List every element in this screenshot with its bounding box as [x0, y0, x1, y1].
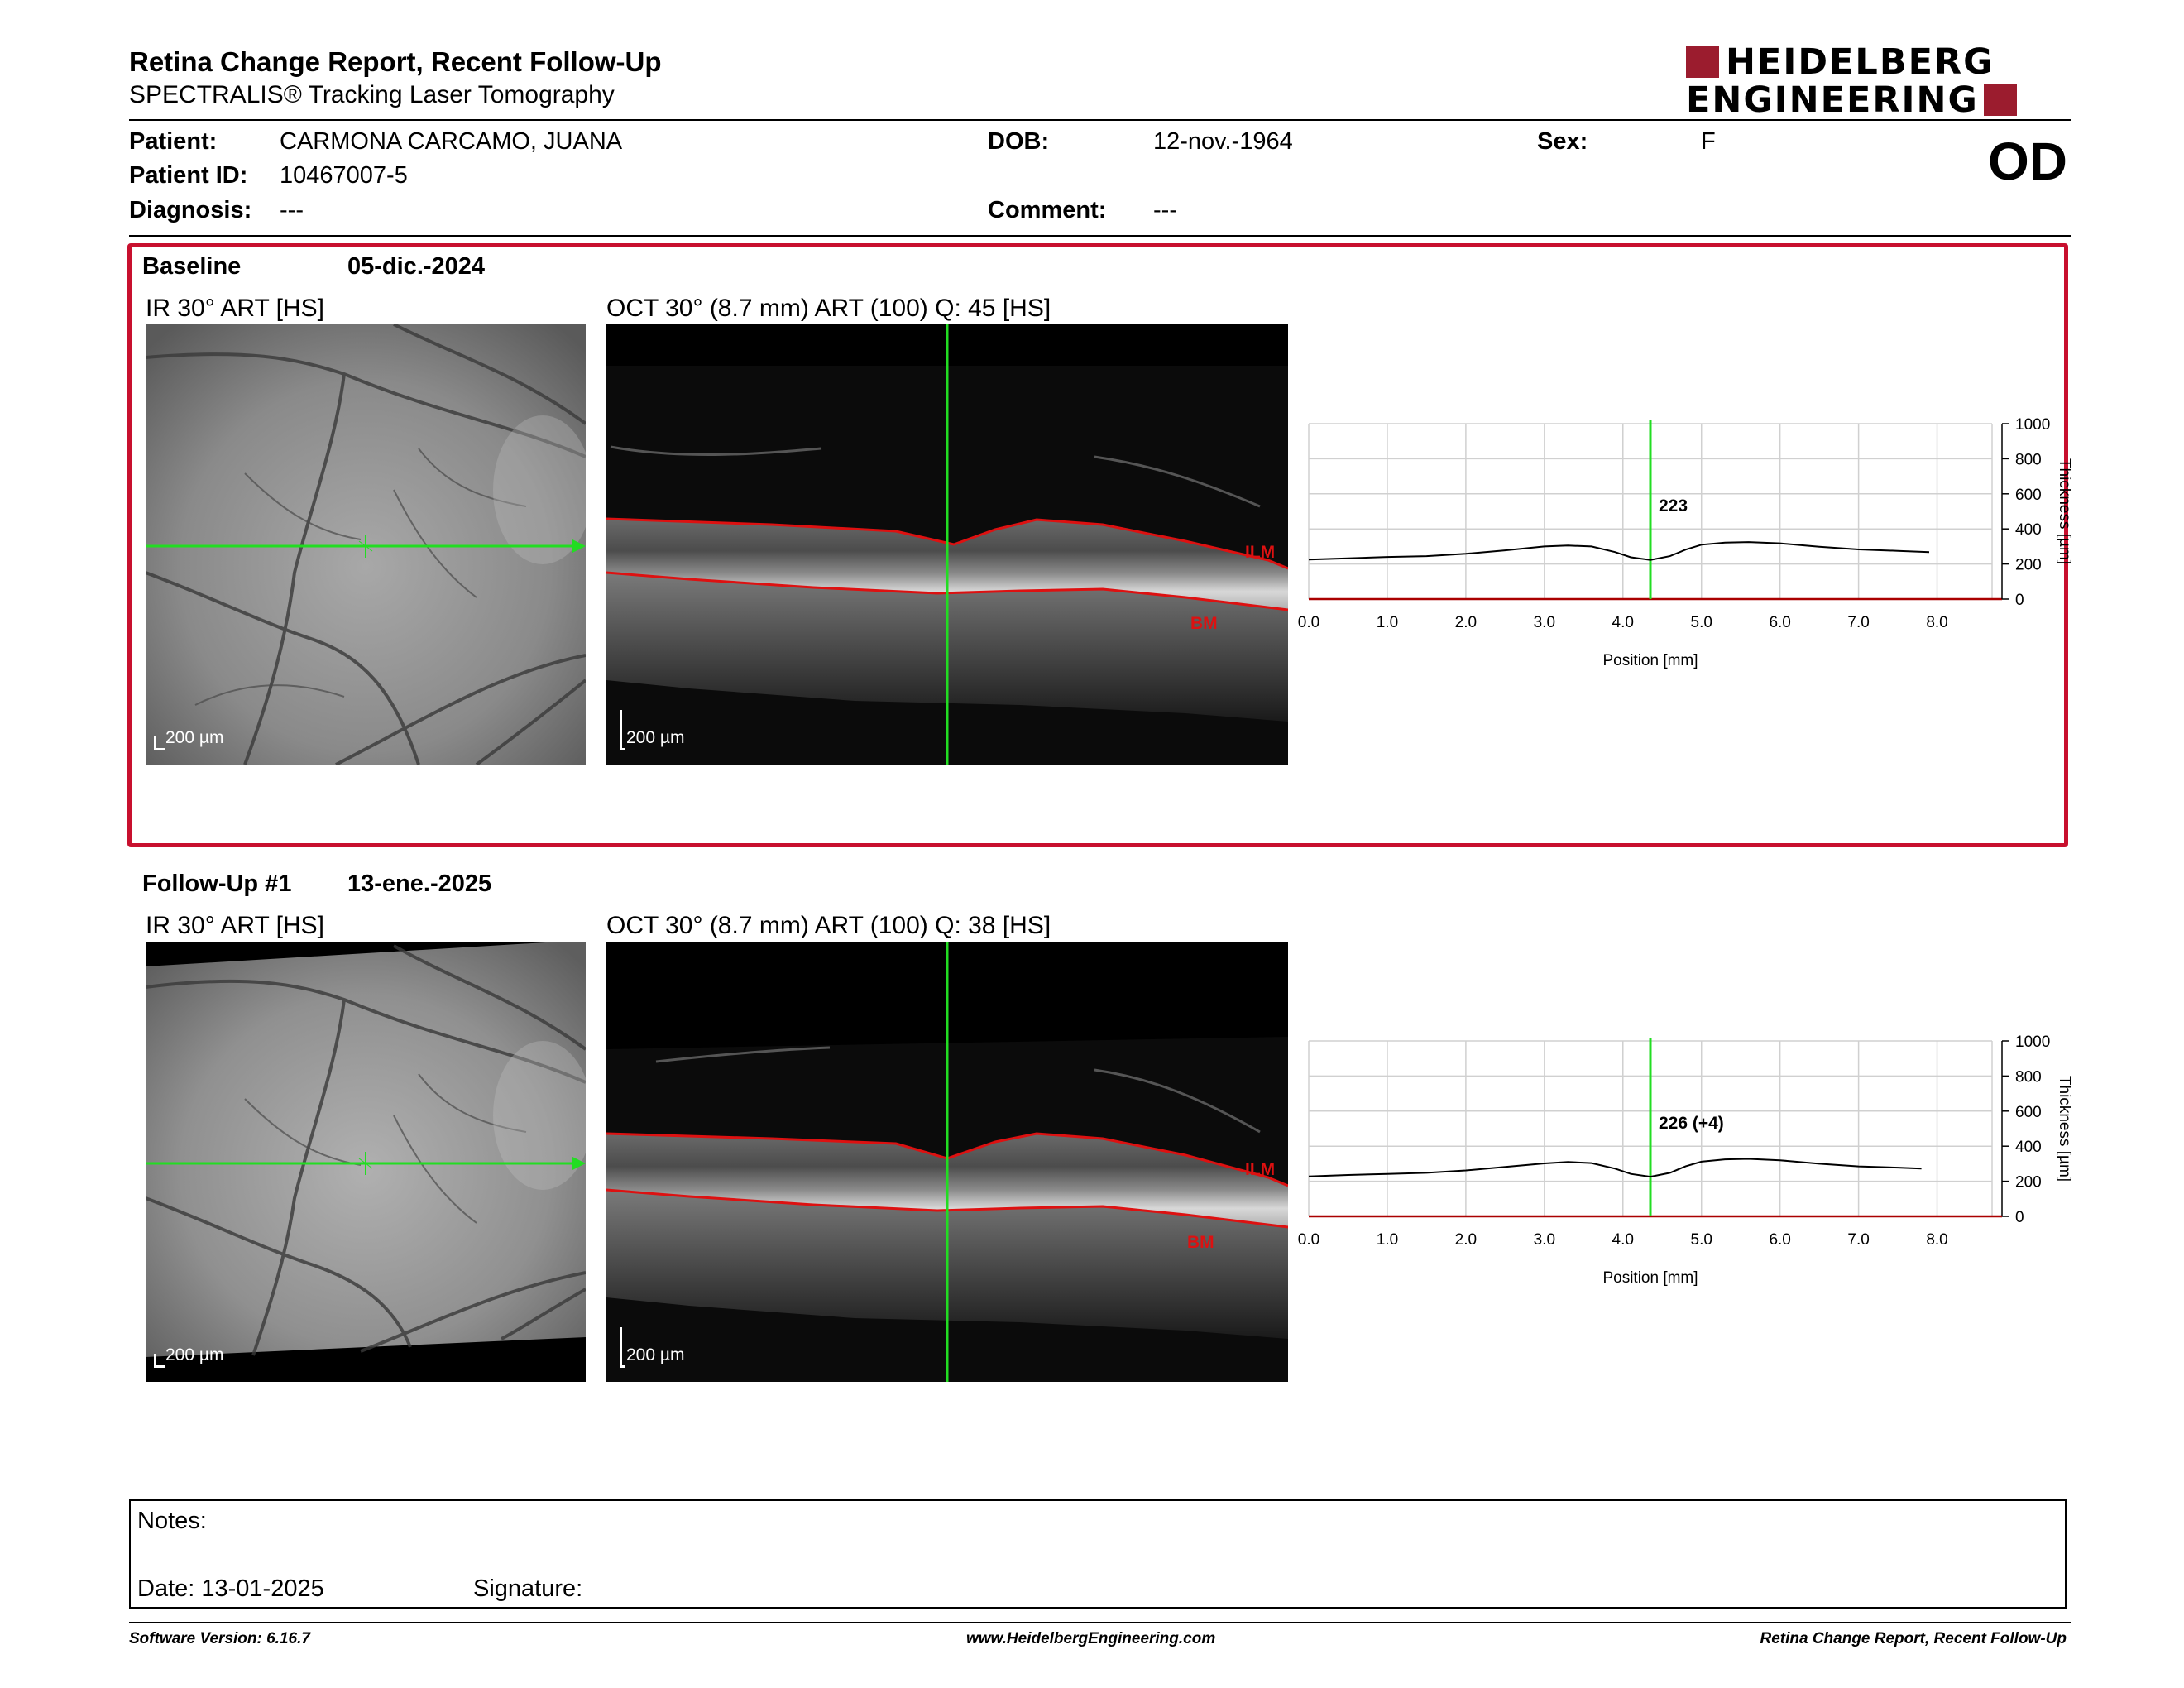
dob-label: DOB: [988, 128, 1050, 155]
position-marker-label: 223 [1659, 496, 1688, 516]
baseline-thickness-chart: 0 200 400 600 800 1000 0.0 1.0 2.0 3.0 4.0 5.0 6.0 7.… [1298, 416, 2073, 669]
x-tick-label: 5.0 [1691, 614, 1712, 631]
x-tick-label: 7.0 [1847, 614, 1869, 631]
followup-oct-label: OCT 30° (8.7 mm) ART (100) Q: 38 [HS] [606, 912, 1051, 939]
report-title: Retina Change Report, Recent Follow-Up [129, 46, 662, 77]
y-tick-label: 800 [2015, 1068, 2042, 1086]
x-axis-label: Position [mm] [1602, 1269, 1698, 1287]
footer-software-version: Software Version: 6.16.7 [129, 1630, 310, 1647]
y-axis-label: Thickness [µm] [2056, 1076, 2073, 1182]
patient-value: CARMONA CARCAMO, JUANA [280, 128, 623, 155]
baseline-section-frame [127, 243, 2068, 847]
logo-line1: HEIDELBERG [1726, 41, 1995, 83]
diagnosis-value: --- [280, 197, 304, 223]
y-tick-label: 400 [2015, 1139, 2042, 1156]
x-tick-label: 6.0 [1769, 1231, 1790, 1249]
followup-date: 13-ene.-2025 [347, 870, 492, 897]
patient-id-value: 10467007-5 [280, 162, 408, 189]
x-tick-label: 8.0 [1926, 614, 1947, 631]
y-tick-label: 600 [2015, 487, 2042, 504]
y-tick-label: 800 [2015, 451, 2042, 468]
x-tick-label: 5.0 [1691, 1231, 1712, 1249]
x-tick-label: 0.0 [1298, 614, 1320, 631]
y-tick-label: 0 [2015, 1209, 2024, 1226]
followup-thickness-chart: 0 200 400 600 800 1000 0.0 1.0 2.0 3.0 4.0 5.0 6.0 7.… [1298, 1033, 2073, 1287]
thickness-series-line [1308, 1158, 1922, 1178]
footer-report-name: Retina Change Report, Recent Follow-Up [1760, 1630, 2067, 1647]
baseline-date: 05-dic.-2024 [347, 253, 486, 280]
eye-indicator: OD [1988, 132, 2067, 191]
followup-oct-bscan-image: ILM BM 200 µm [606, 942, 1288, 1382]
baseline-ilm-label: ILM [1245, 543, 1276, 562]
comment-label: Comment: [988, 197, 1107, 223]
heidelberg-logo: HEIDELBERG ENGINEERING [1686, 43, 2073, 119]
baseline-ir-scale: 200 µm [165, 728, 224, 747]
y-tick-label: 200 [2015, 1174, 2042, 1192]
x-tick-label: 6.0 [1769, 614, 1790, 631]
followup-oct-scale: 200 µm [626, 1345, 685, 1364]
y-tick-label: 200 [2015, 557, 2042, 574]
notes-box[interactable]: Notes: Date: 13-01-2025 Signature: [129, 1499, 2067, 1609]
signature-label: Signature: [473, 1575, 583, 1602]
patient-label: Patient: [129, 128, 218, 155]
logo-line2: ENGINEERING [1686, 79, 1979, 121]
x-tick-label: 4.0 [1612, 614, 1634, 631]
y-tick-label: 400 [2015, 521, 2042, 539]
dob-value: 12-nov.-1964 [1153, 128, 1293, 155]
followup-bm-label: BM [1187, 1233, 1214, 1252]
oct-scale-bar [620, 710, 625, 750]
y-tick-label: 600 [2015, 1104, 2042, 1121]
y-tick-label: 1000 [2015, 1033, 2050, 1051]
sex-label: Sex: [1537, 128, 1588, 155]
followup-ilm-label: ILM [1245, 1160, 1276, 1179]
footer-divider [129, 1622, 2071, 1623]
patient-id-label: Patient ID: [129, 162, 248, 189]
x-tick-label: 4.0 [1612, 1231, 1634, 1249]
diagnosis-label: Diagnosis: [129, 197, 252, 223]
baseline-ir-fundus-image: 200 µm [146, 324, 586, 765]
logo-square-icon [1983, 84, 2017, 116]
oct-scale-bar [620, 1327, 625, 1368]
x-tick-label: 2.0 [1455, 614, 1477, 631]
x-tick-label: 8.0 [1926, 1231, 1947, 1249]
x-tick-label: 3.0 [1534, 1231, 1555, 1249]
baseline-label: Baseline [142, 253, 242, 280]
header-divider [129, 119, 2071, 121]
notes-date: Date: 13-01-2025 [137, 1575, 324, 1602]
x-tick-label: 7.0 [1847, 1231, 1869, 1249]
baseline-ir-label: IR 30° ART [HS] [146, 295, 324, 322]
y-tick-label: 1000 [2015, 416, 2050, 434]
x-tick-label: 1.0 [1377, 1231, 1398, 1249]
followup-ir-scale: 200 µm [165, 1345, 224, 1364]
baseline-oct-scale: 200 µm [626, 728, 685, 747]
thickness-series-line [1308, 541, 1930, 561]
logo-square-icon [1686, 46, 1719, 78]
followup-ir-label: IR 30° ART [HS] [146, 912, 324, 939]
y-tick-label: 0 [2015, 592, 2024, 609]
followup-ir-fundus-image: 200 µm [146, 942, 586, 1382]
ir-scale-bar [154, 1354, 165, 1368]
footer-website-link[interactable]: www.HeidelbergEngineering.com [966, 1630, 1216, 1647]
patient-divider [129, 235, 2071, 237]
x-tick-label: 2.0 [1455, 1231, 1477, 1249]
x-axis-label: Position [mm] [1602, 652, 1698, 669]
report-subtitle: SPECTRALIS® Tracking Laser Tomography [129, 81, 615, 108]
sex-value: F [1701, 128, 1716, 155]
baseline-oct-bscan-image: ILM BM 200 µm [606, 324, 1288, 765]
position-marker-label: 226 (+4) [1659, 1114, 1724, 1133]
followup-label: Follow-Up #1 [142, 870, 292, 897]
x-tick-label: 0.0 [1298, 1231, 1320, 1249]
y-axis-label: Thickness [µm] [2056, 458, 2073, 564]
ir-scale-bar [154, 736, 165, 750]
x-tick-label: 1.0 [1377, 614, 1398, 631]
baseline-oct-label: OCT 30° (8.7 mm) ART (100) Q: 45 [HS] [606, 295, 1051, 322]
baseline-bm-label: BM [1190, 614, 1218, 633]
notes-label: Notes: [137, 1508, 207, 1534]
comment-value: --- [1153, 197, 1177, 223]
x-tick-label: 3.0 [1534, 614, 1555, 631]
